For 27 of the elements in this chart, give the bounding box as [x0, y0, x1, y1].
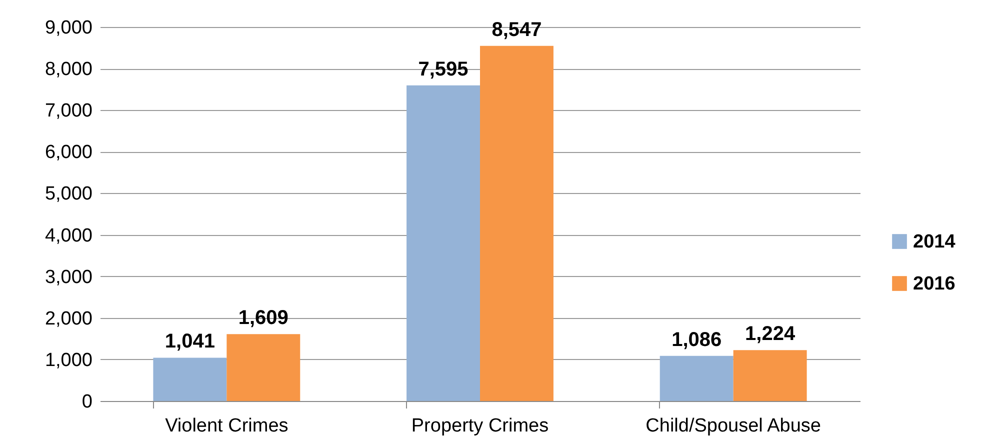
y-tick-label: 7,000 — [44, 100, 92, 122]
y-tick-label: 6,000 — [44, 142, 92, 164]
y-tick-label: 3,000 — [44, 266, 92, 288]
x-tick-label: Property Crimes — [411, 416, 549, 436]
y-tick-label: 2,000 — [44, 308, 92, 330]
data-label: 1,224 — [745, 323, 796, 346]
x-tick-label: Child/Spousel Abuse — [646, 416, 822, 436]
bar — [153, 358, 227, 401]
y-tick-label: 8,000 — [44, 59, 92, 80]
data-label: 1,086 — [672, 328, 722, 351]
data-label: 8,547 — [492, 18, 542, 41]
data-label: 7,595 — [418, 58, 468, 80]
data-label: 1,041 — [164, 330, 215, 353]
y-tick-label: 5,000 — [44, 184, 92, 205]
x-tick-label: Violent Crimes — [165, 416, 288, 436]
y-tick-label: 9,000 — [44, 18, 92, 38]
y-tick-label: 1,000 — [44, 350, 92, 371]
y-tick-label: 4,000 — [44, 225, 92, 246]
data-label: 1,609 — [238, 307, 288, 330]
bar — [226, 334, 300, 401]
legend-label: 2016 — [913, 274, 956, 294]
bar — [480, 46, 554, 401]
legend-label: 2014 — [913, 232, 956, 252]
y-tick-label: 0 — [82, 392, 92, 412]
bar — [406, 85, 480, 401]
bar — [660, 356, 734, 401]
bar — [733, 350, 807, 401]
